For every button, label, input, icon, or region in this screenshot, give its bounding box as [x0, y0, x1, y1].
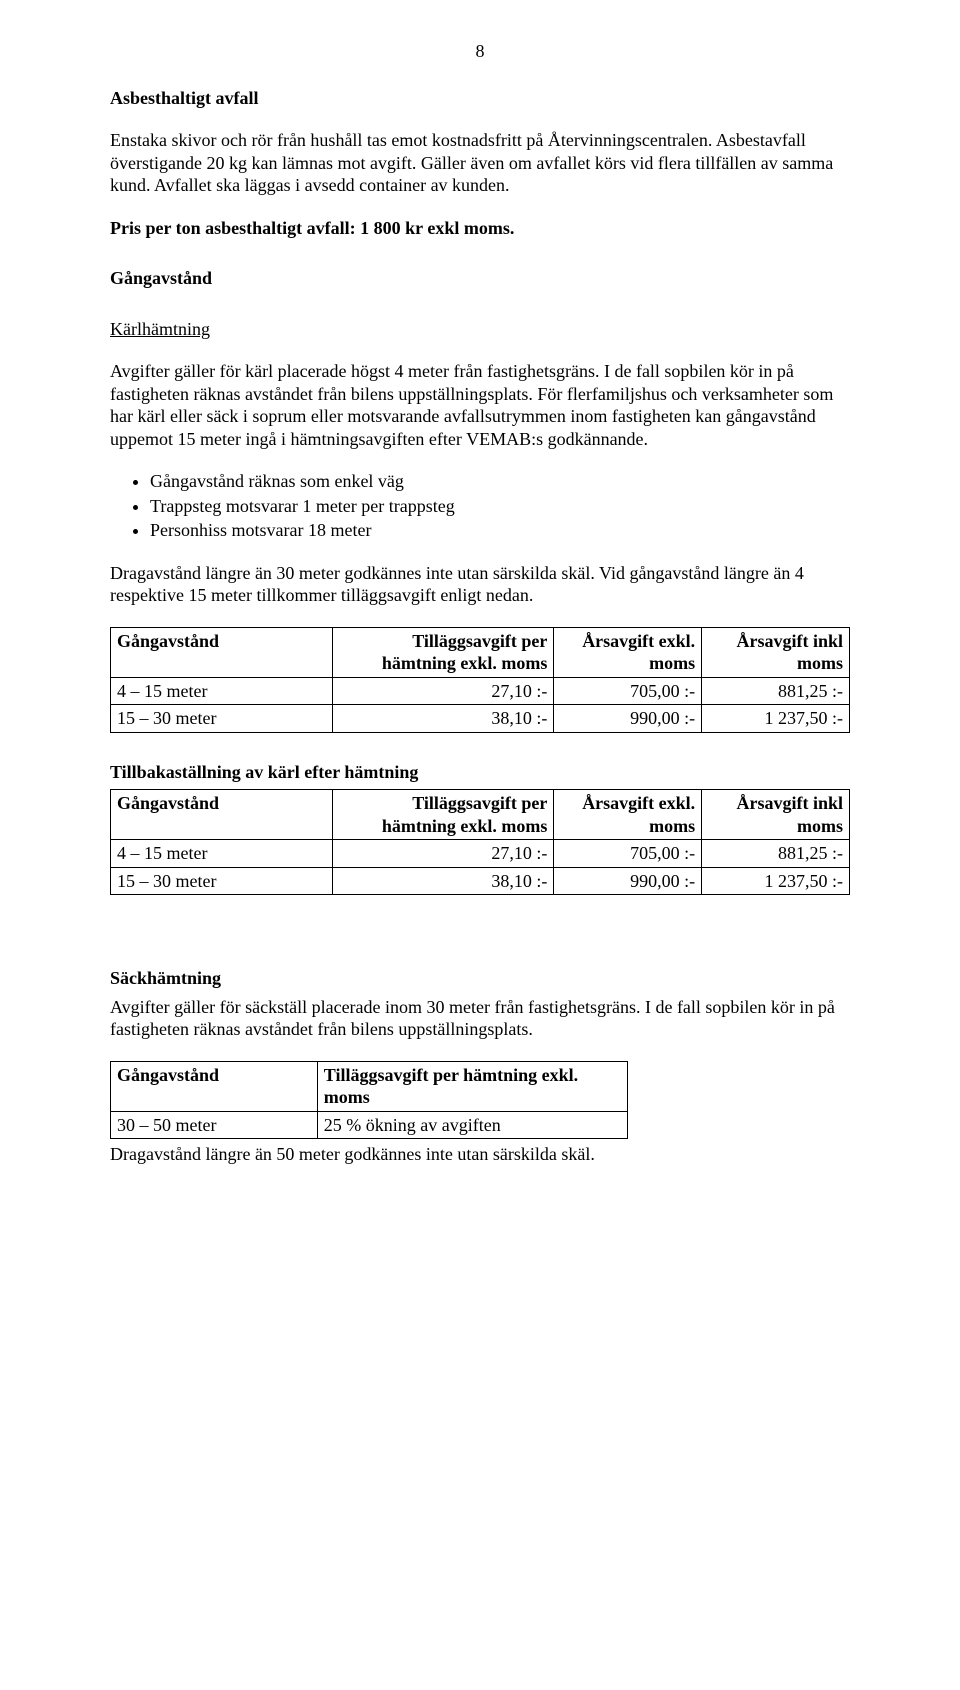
cell-range: 15 – 30 meter [111, 867, 333, 895]
fee-table-3: Gångavstånd Tilläggsavgift per hämtning … [110, 1061, 628, 1140]
table-row: Gångavstånd Tilläggsavgift per hämtning … [111, 790, 850, 840]
list-item: Trappsteg motsvarar 1 meter per trappste… [150, 495, 850, 518]
col-header-gangavstand: Gångavstånd [111, 790, 333, 840]
list-item: Gångavstånd räknas som enkel väg [150, 470, 850, 493]
sackhamtning-heading: Säckhämtning [110, 967, 850, 990]
asbest-paragraph-1: Enstaka skivor och rör från hushåll tas … [110, 129, 850, 197]
cell-ars-inkl: 1 237,50 :- [702, 705, 850, 733]
col-header-ars-exkl: Årsavgift exkl. moms [554, 627, 702, 677]
cell-tillagg: 38,10 :- [332, 705, 554, 733]
cell-ars-inkl: 881,25 :- [702, 840, 850, 868]
gangavstand-heading: Gångavstånd [110, 267, 850, 290]
cell-ars-exkl: 705,00 :- [554, 840, 702, 868]
table-row: 15 – 30 meter 38,10 :- 990,00 :- 1 237,5… [111, 705, 850, 733]
cell-tillagg: 25 % ökning av avgiften [317, 1111, 627, 1139]
cell-range: 15 – 30 meter [111, 705, 333, 733]
final-line: Dragavstånd längre än 50 meter godkännes… [110, 1143, 850, 1166]
col-header-tillagg: Tilläggsavgift per hämtning exkl. moms [317, 1061, 627, 1111]
tillbakastallning-heading: Tillbakaställning av kärl efter hämtning [110, 761, 850, 784]
dragavstand-paragraph: Dragavstånd längre än 30 meter godkännes… [110, 562, 850, 607]
gangavstand-bullet-list: Gångavstånd räknas som enkel väg Trappst… [150, 470, 850, 542]
table-row: Gångavstånd Tilläggsavgift per hämtning … [111, 1061, 628, 1111]
asbest-price-line: Pris per ton asbesthaltigt avfall: 1 800… [110, 217, 850, 240]
col-header-tillagg: Tilläggsavgift per hämtning exkl. moms [332, 627, 554, 677]
cell-ars-inkl: 881,25 :- [702, 677, 850, 705]
cell-ars-exkl: 990,00 :- [554, 867, 702, 895]
col-header-gangavstand: Gångavstånd [111, 627, 333, 677]
cell-ars-inkl: 1 237,50 :- [702, 867, 850, 895]
spacer [110, 915, 850, 939]
list-item: Personhiss motsvarar 18 meter [150, 519, 850, 542]
fee-table-2: Gångavstånd Tilläggsavgift per hämtning … [110, 789, 850, 895]
asbest-heading: Asbesthaltigt avfall [110, 87, 850, 110]
table-row: 4 – 15 meter 27,10 :- 705,00 :- 881,25 :… [111, 840, 850, 868]
fee-table-1: Gångavstånd Tilläggsavgift per hämtning … [110, 627, 850, 733]
karlhamtning-paragraph: Avgifter gäller för kärl placerade högst… [110, 360, 850, 450]
page-container: 8 Asbesthaltigt avfall Enstaka skivor oc… [0, 0, 960, 1690]
cell-tillagg: 27,10 :- [332, 677, 554, 705]
cell-ars-exkl: 705,00 :- [554, 677, 702, 705]
table-row: 4 – 15 meter 27,10 :- 705,00 :- 881,25 :… [111, 677, 850, 705]
col-header-ars-inkl: Årsavgift inkl moms [702, 627, 850, 677]
col-header-gangavstand: Gångavstånd [111, 1061, 318, 1111]
table-row: Gångavstånd Tilläggsavgift per hämtning … [111, 627, 850, 677]
cell-tillagg: 27,10 :- [332, 840, 554, 868]
cell-ars-exkl: 990,00 :- [554, 705, 702, 733]
sackhamtning-paragraph: Avgifter gäller för säckställ placerade … [110, 996, 850, 1041]
cell-range: 30 – 50 meter [111, 1111, 318, 1139]
cell-range: 4 – 15 meter [111, 840, 333, 868]
karlhamtning-subheading: Kärlhämtning [110, 318, 850, 341]
col-header-ars-inkl: Årsavgift inkl moms [702, 790, 850, 840]
table-row: 15 – 30 meter 38,10 :- 990,00 :- 1 237,5… [111, 867, 850, 895]
page-number: 8 [110, 40, 850, 63]
cell-range: 4 – 15 meter [111, 677, 333, 705]
col-header-ars-exkl: Årsavgift exkl. moms [554, 790, 702, 840]
table-row: 30 – 50 meter 25 % ökning av avgiften [111, 1111, 628, 1139]
col-header-tillagg: Tilläggsavgift per hämtning exkl. moms [332, 790, 554, 840]
cell-tillagg: 38,10 :- [332, 867, 554, 895]
